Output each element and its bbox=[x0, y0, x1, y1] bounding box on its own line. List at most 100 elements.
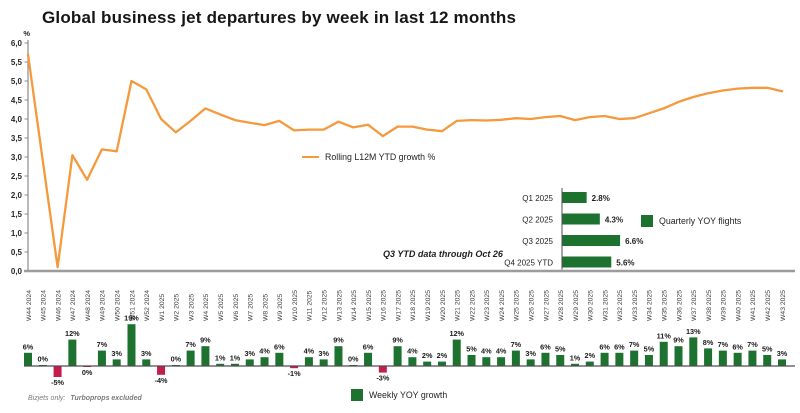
svg-text:7%: 7% bbox=[629, 340, 640, 349]
svg-text:W4 2025: W4 2025 bbox=[203, 294, 210, 321]
svg-text:13%: 13% bbox=[686, 327, 701, 336]
svg-text:6%: 6% bbox=[732, 342, 743, 351]
svg-text:7%: 7% bbox=[97, 340, 108, 349]
svg-text:1,5: 1,5 bbox=[11, 210, 23, 219]
svg-text:2,0: 2,0 bbox=[11, 191, 23, 200]
quarterly-bar bbox=[562, 213, 600, 225]
weekly-bar bbox=[556, 355, 565, 366]
svg-text:2.8%: 2.8% bbox=[592, 194, 610, 203]
svg-text:Q4 2025 YTD: Q4 2025 YTD bbox=[504, 259, 553, 268]
weekly-bar bbox=[230, 363, 239, 366]
svg-text:5%: 5% bbox=[555, 345, 566, 354]
weekly-bar bbox=[644, 355, 653, 366]
weekly-bar bbox=[319, 359, 328, 366]
svg-text:W30 2025: W30 2025 bbox=[588, 290, 595, 321]
svg-text:Q2 2025: Q2 2025 bbox=[522, 216, 553, 225]
svg-text:4.3%: 4.3% bbox=[605, 216, 623, 225]
svg-text:W11 2025: W11 2025 bbox=[307, 290, 314, 321]
svg-text:Q3 2025: Q3 2025 bbox=[522, 237, 553, 246]
weekly-bar bbox=[585, 361, 594, 366]
svg-text:W17 2025: W17 2025 bbox=[395, 290, 402, 321]
weekly-bar bbox=[467, 355, 476, 366]
svg-text:W14 2025: W14 2025 bbox=[351, 290, 358, 321]
svg-text:W6 2025: W6 2025 bbox=[233, 294, 240, 321]
weekly-bar bbox=[290, 366, 299, 369]
svg-text:W21 2025: W21 2025 bbox=[455, 290, 462, 321]
quarterly-bar bbox=[562, 235, 621, 246]
svg-text:W16 2025: W16 2025 bbox=[381, 290, 388, 321]
quarterly-bar-swatch bbox=[641, 215, 653, 227]
svg-text:-5%: -5% bbox=[51, 378, 64, 387]
svg-text:W5 2025: W5 2025 bbox=[218, 294, 225, 321]
weekly-bar bbox=[97, 350, 106, 366]
svg-text:3%: 3% bbox=[318, 349, 329, 358]
svg-text:W12 2025: W12 2025 bbox=[321, 290, 328, 321]
svg-text:3%: 3% bbox=[525, 349, 536, 358]
legend-rolling-growth: Rolling L12M YTD growth % bbox=[302, 152, 435, 162]
weekly-bar bbox=[408, 357, 417, 366]
svg-text:0%: 0% bbox=[348, 355, 359, 364]
weekly-bar bbox=[142, 359, 151, 366]
svg-text:5,5: 5,5 bbox=[11, 58, 23, 67]
weekly-bar bbox=[112, 359, 121, 366]
svg-text:0%: 0% bbox=[171, 355, 182, 364]
svg-text:W47 2024: W47 2024 bbox=[70, 290, 77, 321]
svg-text:1%: 1% bbox=[215, 353, 226, 362]
line-series-swatch bbox=[302, 155, 319, 159]
weekly-bar bbox=[600, 352, 609, 366]
weekly-bar bbox=[127, 324, 136, 366]
weekly-bar bbox=[423, 361, 432, 366]
weekly-bar bbox=[378, 366, 387, 373]
weekly-bar-swatch bbox=[351, 389, 363, 401]
weekly-bar bbox=[68, 339, 77, 366]
svg-text:W39 2025: W39 2025 bbox=[721, 290, 728, 321]
weekly-bar bbox=[541, 352, 550, 366]
weekly-bar bbox=[615, 352, 624, 366]
rolling-line-series bbox=[26, 53, 784, 269]
weekly-bar bbox=[24, 352, 32, 366]
svg-text:W48 2024: W48 2024 bbox=[85, 290, 92, 321]
svg-text:W36 2025: W36 2025 bbox=[676, 290, 683, 321]
weekly-bar bbox=[659, 341, 668, 366]
weekly-bar bbox=[526, 359, 535, 366]
svg-text:W22 2025: W22 2025 bbox=[469, 290, 476, 321]
quarterly-bar bbox=[562, 256, 612, 268]
svg-text:5%: 5% bbox=[466, 345, 477, 354]
svg-text:19%: 19% bbox=[124, 314, 139, 323]
svg-text:W24 2025: W24 2025 bbox=[499, 290, 506, 321]
svg-text:3%: 3% bbox=[111, 349, 122, 358]
weekly-bar bbox=[763, 355, 772, 366]
svg-text:W33 2025: W33 2025 bbox=[632, 290, 639, 321]
weekly-bar bbox=[718, 350, 727, 366]
weekly-bar bbox=[364, 352, 373, 366]
svg-text:W34 2025: W34 2025 bbox=[647, 290, 654, 321]
weekly-bar bbox=[689, 337, 698, 366]
svg-text:0%: 0% bbox=[38, 355, 49, 364]
svg-text:W9 2025: W9 2025 bbox=[277, 294, 284, 321]
svg-text:W23 2025: W23 2025 bbox=[484, 290, 491, 321]
svg-text:3%: 3% bbox=[141, 349, 152, 358]
svg-text:2%: 2% bbox=[437, 351, 448, 360]
svg-text:-1%: -1% bbox=[288, 369, 301, 378]
svg-text:4%: 4% bbox=[259, 347, 270, 356]
footnote-prefix: Bizjets only: bbox=[28, 395, 66, 402]
svg-text:W28 2025: W28 2025 bbox=[558, 290, 565, 321]
svg-text:2%: 2% bbox=[585, 351, 596, 360]
weekly-bar bbox=[674, 346, 683, 366]
svg-text:5.6%: 5.6% bbox=[616, 259, 634, 268]
svg-text:4,5: 4,5 bbox=[11, 96, 23, 105]
svg-text:W1 2025: W1 2025 bbox=[159, 294, 166, 321]
svg-text:7%: 7% bbox=[511, 340, 522, 349]
svg-text:W25 2025: W25 2025 bbox=[514, 290, 521, 321]
svg-text:W41 2025: W41 2025 bbox=[750, 290, 757, 321]
svg-text:W18 2025: W18 2025 bbox=[410, 290, 417, 321]
weekly-bar bbox=[304, 357, 313, 366]
svg-text:5,0: 5,0 bbox=[11, 77, 23, 86]
svg-text:W31 2025: W31 2025 bbox=[602, 290, 609, 321]
svg-text:2,5: 2,5 bbox=[11, 172, 23, 181]
svg-text:0%: 0% bbox=[82, 368, 93, 377]
svg-text:W38 2025: W38 2025 bbox=[706, 290, 713, 321]
svg-text:7%: 7% bbox=[747, 340, 758, 349]
svg-text:7%: 7% bbox=[185, 340, 196, 349]
